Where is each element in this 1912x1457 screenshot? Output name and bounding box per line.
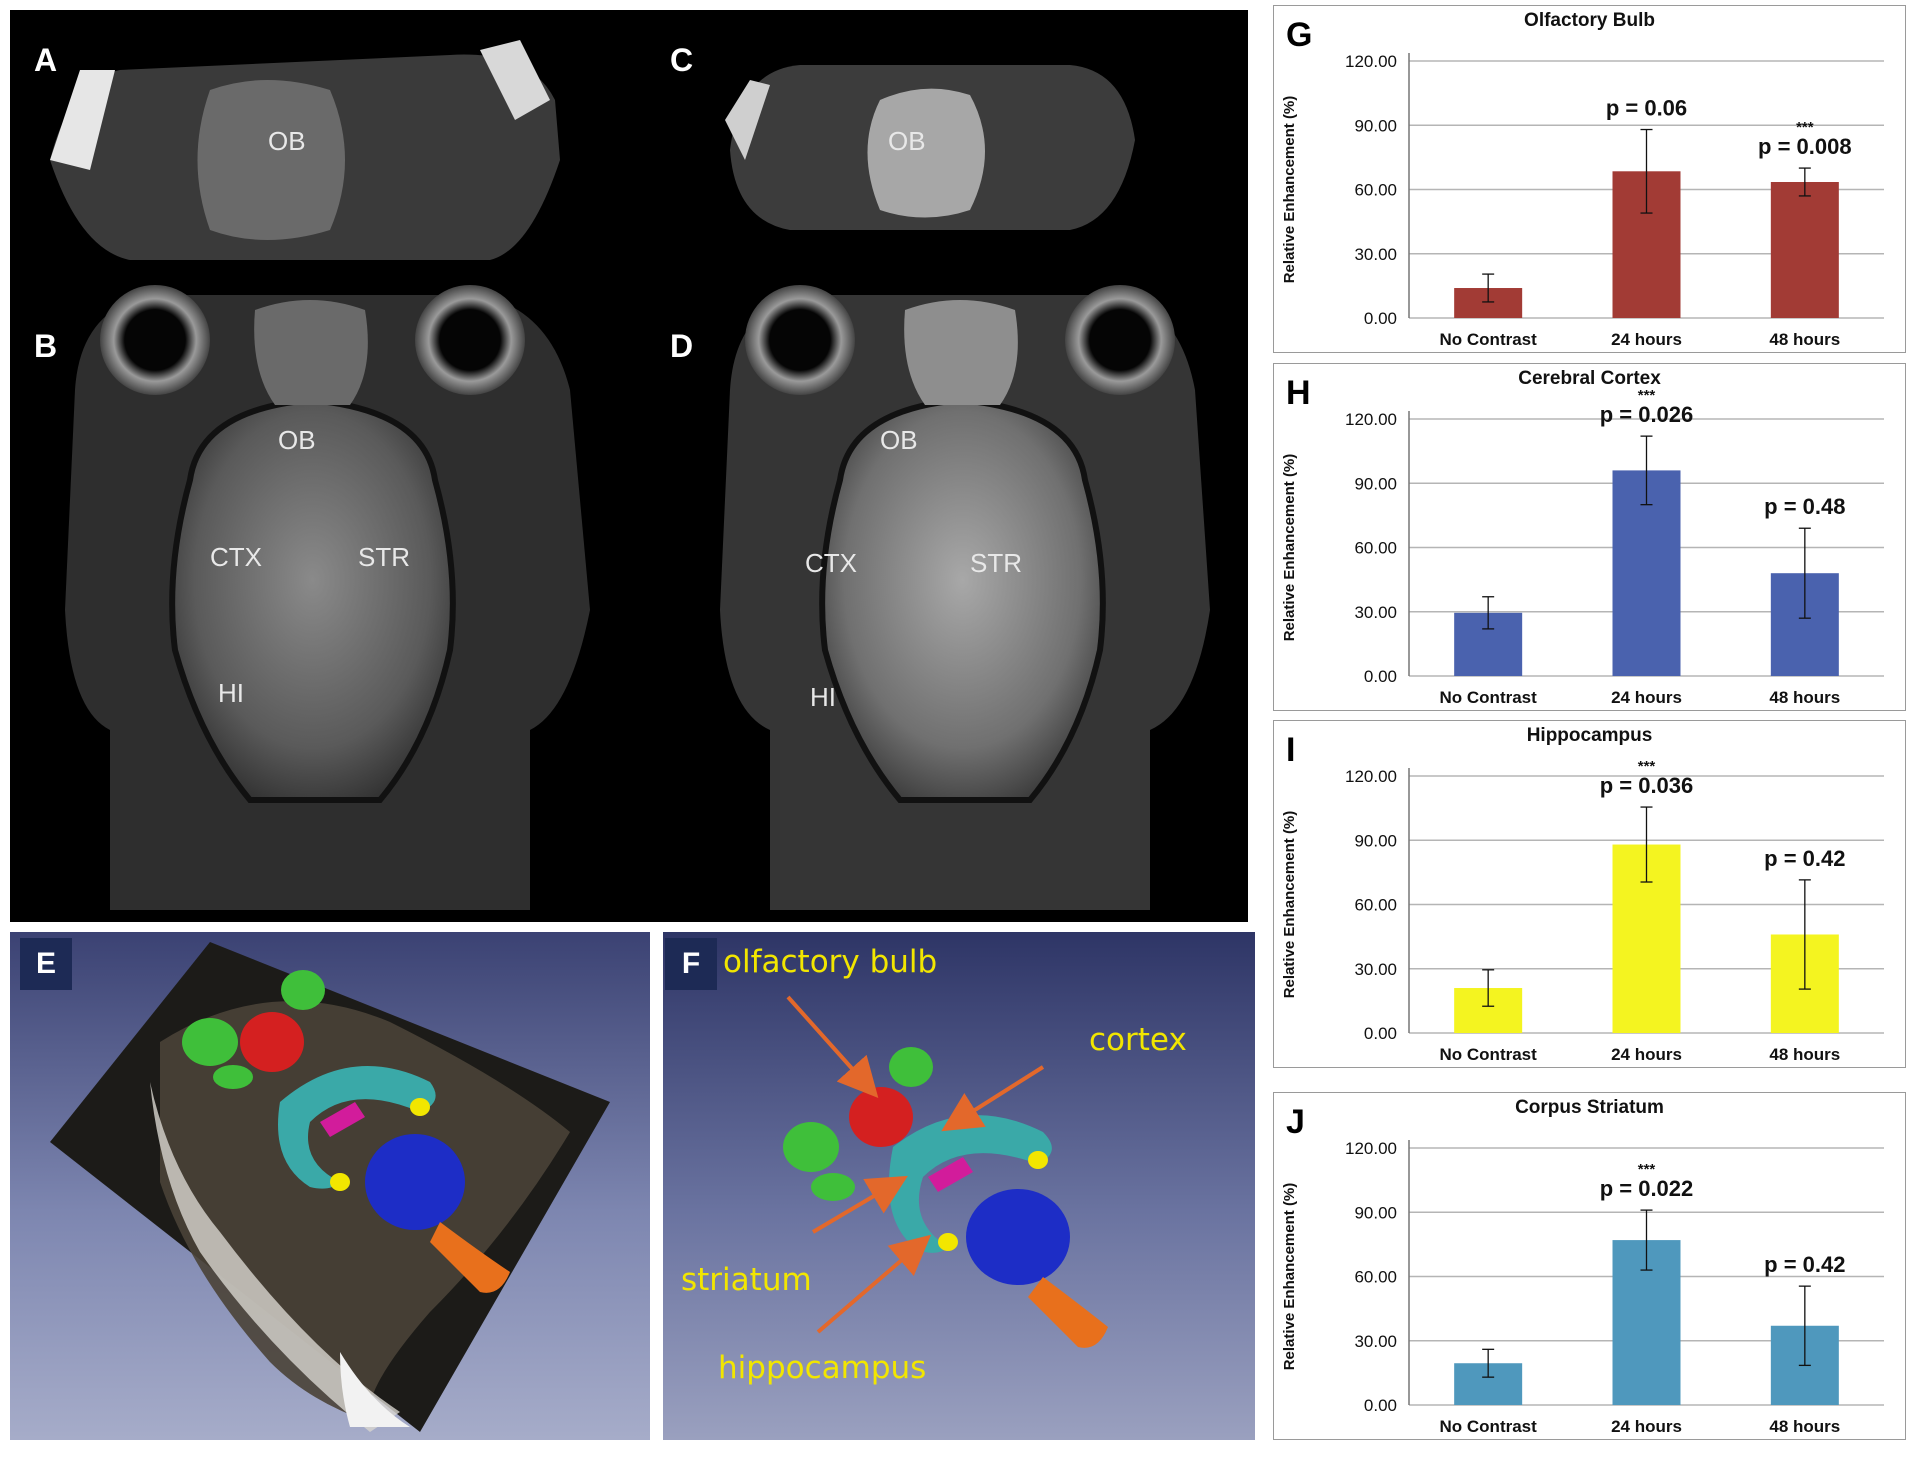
label-cortex: cortex bbox=[1089, 1022, 1187, 1058]
label-d-str: STR bbox=[970, 548, 1022, 578]
x-tick-label: 48 hours bbox=[1769, 1417, 1840, 1436]
x-tick-label: 24 hours bbox=[1611, 1417, 1682, 1436]
x-tick-label: No Contrast bbox=[1440, 688, 1538, 707]
mri-slice-a bbox=[50, 40, 560, 260]
label-d-ctx: CTX bbox=[805, 548, 857, 578]
y-tick-label: 60.00 bbox=[1354, 539, 1397, 558]
label-b-ctx: CTX bbox=[210, 542, 262, 572]
label-c-ob: OB bbox=[888, 126, 926, 156]
significance-stars: *** bbox=[1638, 758, 1656, 775]
p-value-label: p = 0.022 bbox=[1600, 1176, 1694, 1201]
y-tick-label: 0.00 bbox=[1364, 1396, 1397, 1415]
chart-olfactory-bulb: G Olfactory Bulb 0.00 30.00 60.00 90.00 120.… bbox=[1273, 5, 1906, 353]
p-value-label: p = 0.026 bbox=[1600, 402, 1694, 427]
label-hippocampus: hippocampus bbox=[718, 1350, 927, 1386]
mri-slice-d bbox=[720, 285, 1210, 910]
significance-stars: *** bbox=[1638, 1161, 1656, 1178]
label-b-ob: OB bbox=[278, 425, 316, 455]
x-tick-label: No Contrast bbox=[1440, 330, 1538, 349]
p-value-label: p = 0.008 bbox=[1758, 134, 1852, 159]
mri-drawing bbox=[50, 40, 1210, 910]
chart-cerebral-cortex: H Cerebral Cortex 0.00 30.00 60.00 90.00 120… bbox=[1273, 363, 1906, 711]
chart-plot: 0.00 30.00 60.00 90.00 120.00 Relative Enhanc… bbox=[1281, 758, 1884, 1064]
chart-letter: H bbox=[1286, 374, 1311, 412]
panel-letter-c: C bbox=[670, 42, 694, 78]
chart-letter: G bbox=[1286, 16, 1313, 54]
panel-letter-d: D bbox=[670, 328, 694, 364]
y-tick-label: 30.00 bbox=[1354, 1332, 1397, 1351]
bar bbox=[1770, 182, 1839, 318]
significance-stars: *** bbox=[1638, 387, 1656, 404]
y-tick-label: 60.00 bbox=[1354, 1268, 1397, 1287]
label-striatum: striatum bbox=[681, 1262, 812, 1298]
chart-title: Corpus Striatum bbox=[1515, 1097, 1664, 1118]
label-b-hi: HI bbox=[218, 678, 244, 708]
chart-letter: I bbox=[1286, 731, 1296, 769]
label-b-str: STR bbox=[358, 542, 410, 572]
chart-letter: J bbox=[1286, 1103, 1305, 1141]
x-tick-label: 24 hours bbox=[1611, 1045, 1682, 1064]
panel-letter-b: B bbox=[34, 328, 58, 364]
y-tick-label: 60.00 bbox=[1354, 896, 1397, 915]
label-d-ob: OB bbox=[880, 425, 918, 455]
chart-title: Cerebral Cortex bbox=[1518, 368, 1661, 389]
label-d-hi: HI bbox=[810, 682, 836, 712]
y-tick-label: 0.00 bbox=[1364, 1024, 1397, 1043]
p-value-label: p = 0.06 bbox=[1606, 96, 1687, 121]
render-panel-e: E bbox=[10, 932, 650, 1440]
render-e-drawing bbox=[50, 942, 610, 1432]
x-tick-label: 48 hours bbox=[1769, 1045, 1840, 1064]
panel-letter-e: E bbox=[20, 938, 72, 990]
chart-plot: 0.00 30.00 60.00 90.00 120.00 Relative Enhanc… bbox=[1281, 387, 1884, 707]
render-panel-f: F olfactory bulb cortex striatum hippoca… bbox=[663, 932, 1255, 1440]
x-tick-label: No Contrast bbox=[1440, 1045, 1538, 1064]
y-tick-label: 120.00 bbox=[1345, 410, 1397, 429]
y-tick-label: 60.00 bbox=[1354, 181, 1397, 200]
mri-slice-c bbox=[725, 65, 1135, 230]
panel-letter-f: F bbox=[665, 938, 717, 990]
y-tick-label: 90.00 bbox=[1354, 474, 1397, 493]
x-tick-label: 48 hours bbox=[1769, 688, 1840, 707]
mri-panel: A B C D OB OB CTX STR HI OB OB CTX STR H… bbox=[10, 10, 1248, 922]
y-tick-label: 0.00 bbox=[1364, 309, 1397, 328]
render-f-drawing bbox=[783, 995, 1108, 1348]
x-tick-label: No Contrast bbox=[1440, 1417, 1538, 1436]
y-tick-label: 30.00 bbox=[1354, 245, 1397, 264]
p-value-label: p = 0.42 bbox=[1764, 1252, 1845, 1277]
y-axis-label: Relative Enhancement (%) bbox=[1281, 811, 1298, 999]
chart-title: Hippocampus bbox=[1526, 725, 1653, 746]
chart-corpus-striatum: J Corpus Striatum 0.00 30.00 60.00 90.00 120… bbox=[1273, 1092, 1906, 1440]
panel-letter-a: A bbox=[34, 42, 58, 78]
chart-hippocampus: I Hippocampus 0.00 30.00 60.00 90.00 120.00 R… bbox=[1273, 720, 1906, 1068]
p-value-label: p = 0.42 bbox=[1764, 846, 1845, 871]
y-tick-label: 90.00 bbox=[1354, 831, 1397, 850]
x-tick-label: 24 hours bbox=[1611, 330, 1682, 349]
label-a-ob: OB bbox=[268, 126, 306, 156]
y-tick-label: 120.00 bbox=[1345, 1139, 1397, 1158]
significance-stars: *** bbox=[1796, 119, 1814, 136]
chart-plot: 0.00 30.00 60.00 90.00 120.00 Relative Enhanc… bbox=[1281, 1139, 1884, 1436]
p-value-label: p = 0.48 bbox=[1764, 494, 1845, 519]
x-tick-label: 24 hours bbox=[1611, 688, 1682, 707]
y-tick-label: 30.00 bbox=[1354, 960, 1397, 979]
p-value-label: p = 0.036 bbox=[1600, 773, 1694, 798]
label-olfactory-bulb: olfactory bulb bbox=[723, 944, 938, 980]
x-tick-label: 48 hours bbox=[1769, 330, 1840, 349]
y-tick-label: 0.00 bbox=[1364, 667, 1397, 686]
y-tick-label: 120.00 bbox=[1345, 767, 1397, 786]
y-tick-label: 120.00 bbox=[1345, 52, 1397, 71]
y-axis-label: Relative Enhancement (%) bbox=[1281, 454, 1298, 642]
y-axis-label: Relative Enhancement (%) bbox=[1281, 96, 1298, 284]
chart-plot: 0.00 30.00 60.00 90.00 120.00 Relative Enhanc… bbox=[1281, 52, 1884, 349]
chart-title: Olfactory Bulb bbox=[1524, 10, 1655, 31]
y-tick-label: 90.00 bbox=[1354, 1203, 1397, 1222]
y-axis-label: Relative Enhancement (%) bbox=[1281, 1183, 1298, 1371]
y-tick-label: 30.00 bbox=[1354, 603, 1397, 622]
y-tick-label: 90.00 bbox=[1354, 116, 1397, 135]
mri-slice-b bbox=[65, 285, 590, 910]
